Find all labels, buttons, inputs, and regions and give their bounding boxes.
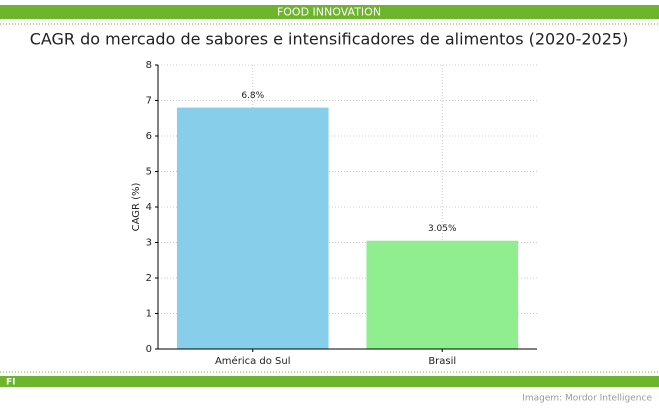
y-tick-label: 4 bbox=[146, 202, 152, 213]
chart-title: CAGR do mercado de sabores e intensifica… bbox=[30, 30, 629, 49]
y-tick-label: 3 bbox=[146, 238, 152, 249]
value-label: 6.8% bbox=[241, 91, 264, 101]
footer-bar bbox=[0, 376, 659, 387]
axes bbox=[157, 65, 537, 350]
bar bbox=[176, 107, 329, 349]
footer-logo: FI bbox=[6, 378, 16, 388]
y-tick-label: 7 bbox=[146, 96, 152, 107]
y-tick-label: 2 bbox=[146, 273, 152, 284]
credit: Imagem: Mordor Intelligence bbox=[522, 394, 652, 404]
y-tick-label: 0 bbox=[146, 344, 152, 355]
x-tick-label: América do Sul bbox=[215, 355, 291, 367]
header-bar bbox=[0, 5, 659, 19]
y-tick-label: 8 bbox=[146, 60, 152, 71]
y-tick-label: 1 bbox=[146, 309, 152, 320]
header-text: FOOD INNOVATION bbox=[277, 6, 381, 19]
y-axis-label: CAGR (%) bbox=[131, 182, 142, 231]
bar bbox=[366, 240, 519, 349]
y-tick-label: 5 bbox=[146, 167, 152, 178]
value-label: 3.05% bbox=[428, 224, 457, 234]
x-tick-label: Brasil bbox=[428, 356, 456, 367]
y-tick-label: 6 bbox=[146, 131, 152, 142]
